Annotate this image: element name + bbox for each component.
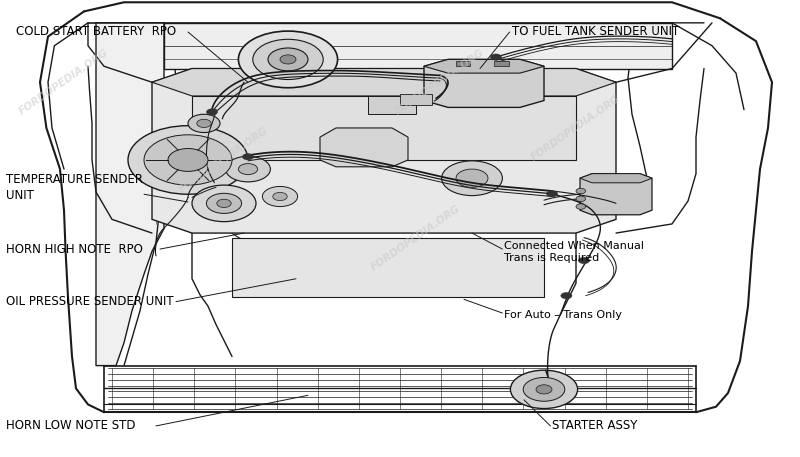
Polygon shape bbox=[152, 69, 616, 233]
Circle shape bbox=[226, 156, 270, 182]
Circle shape bbox=[242, 154, 254, 160]
Circle shape bbox=[238, 164, 258, 175]
Text: OIL PRESSURE SENDER UNIT: OIL PRESSURE SENDER UNIT bbox=[6, 295, 174, 308]
Circle shape bbox=[188, 114, 220, 133]
Polygon shape bbox=[96, 23, 164, 366]
Circle shape bbox=[456, 169, 488, 187]
Circle shape bbox=[561, 292, 572, 299]
Polygon shape bbox=[424, 59, 544, 107]
Text: Connected When Manual
Trans is Required: Connected When Manual Trans is Required bbox=[504, 241, 644, 264]
Circle shape bbox=[168, 149, 208, 171]
Circle shape bbox=[192, 185, 256, 222]
Circle shape bbox=[578, 257, 590, 264]
Bar bbox=[494, 61, 509, 66]
Polygon shape bbox=[232, 238, 544, 297]
Circle shape bbox=[144, 135, 232, 185]
Text: STARTER ASSY: STARTER ASSY bbox=[552, 420, 638, 432]
Circle shape bbox=[280, 55, 296, 64]
Circle shape bbox=[273, 192, 287, 201]
Circle shape bbox=[253, 39, 323, 80]
Circle shape bbox=[510, 370, 578, 409]
Bar bbox=[456, 61, 470, 66]
Circle shape bbox=[523, 377, 565, 401]
Text: FORDOPEDIA.ORG: FORDOPEDIA.ORG bbox=[394, 48, 486, 117]
Bar bbox=[400, 94, 432, 105]
Text: TEMPERATURE SENDER
UNIT: TEMPERATURE SENDER UNIT bbox=[6, 173, 143, 202]
Polygon shape bbox=[580, 174, 652, 215]
Polygon shape bbox=[164, 23, 672, 69]
Circle shape bbox=[128, 126, 248, 194]
Circle shape bbox=[206, 109, 218, 115]
Circle shape bbox=[536, 385, 552, 394]
Circle shape bbox=[206, 193, 242, 213]
Circle shape bbox=[576, 196, 586, 202]
Polygon shape bbox=[424, 59, 544, 73]
Circle shape bbox=[268, 48, 308, 71]
Text: TO FUEL TANK SENDER UNIT: TO FUEL TANK SENDER UNIT bbox=[512, 26, 679, 38]
Polygon shape bbox=[580, 174, 652, 183]
Text: FORDOPEDIA.ORG: FORDOPEDIA.ORG bbox=[370, 203, 462, 272]
Polygon shape bbox=[152, 69, 616, 96]
Circle shape bbox=[217, 199, 231, 207]
Text: COLD START BATTERY  RPO: COLD START BATTERY RPO bbox=[16, 26, 176, 38]
Polygon shape bbox=[192, 96, 576, 160]
Bar bbox=[368, 96, 416, 114]
Text: FORDOPEDIA.ORG: FORDOPEDIA.ORG bbox=[530, 93, 622, 163]
Circle shape bbox=[576, 188, 586, 194]
Circle shape bbox=[197, 119, 211, 128]
Circle shape bbox=[262, 186, 298, 207]
Text: FORDOPEDIA.ORG: FORDOPEDIA.ORG bbox=[18, 48, 110, 117]
Polygon shape bbox=[320, 128, 408, 167]
Text: FORDOPEDIA.ORG: FORDOPEDIA.ORG bbox=[178, 125, 270, 195]
Text: HORN HIGH NOTE  RPO: HORN HIGH NOTE RPO bbox=[6, 243, 143, 255]
Circle shape bbox=[490, 54, 502, 60]
Circle shape bbox=[442, 161, 502, 196]
Text: For Auto – Trans Only: For Auto – Trans Only bbox=[504, 310, 622, 320]
Text: HORN LOW NOTE STD: HORN LOW NOTE STD bbox=[6, 420, 136, 432]
Circle shape bbox=[546, 191, 558, 197]
Circle shape bbox=[576, 204, 586, 209]
Circle shape bbox=[238, 31, 338, 88]
